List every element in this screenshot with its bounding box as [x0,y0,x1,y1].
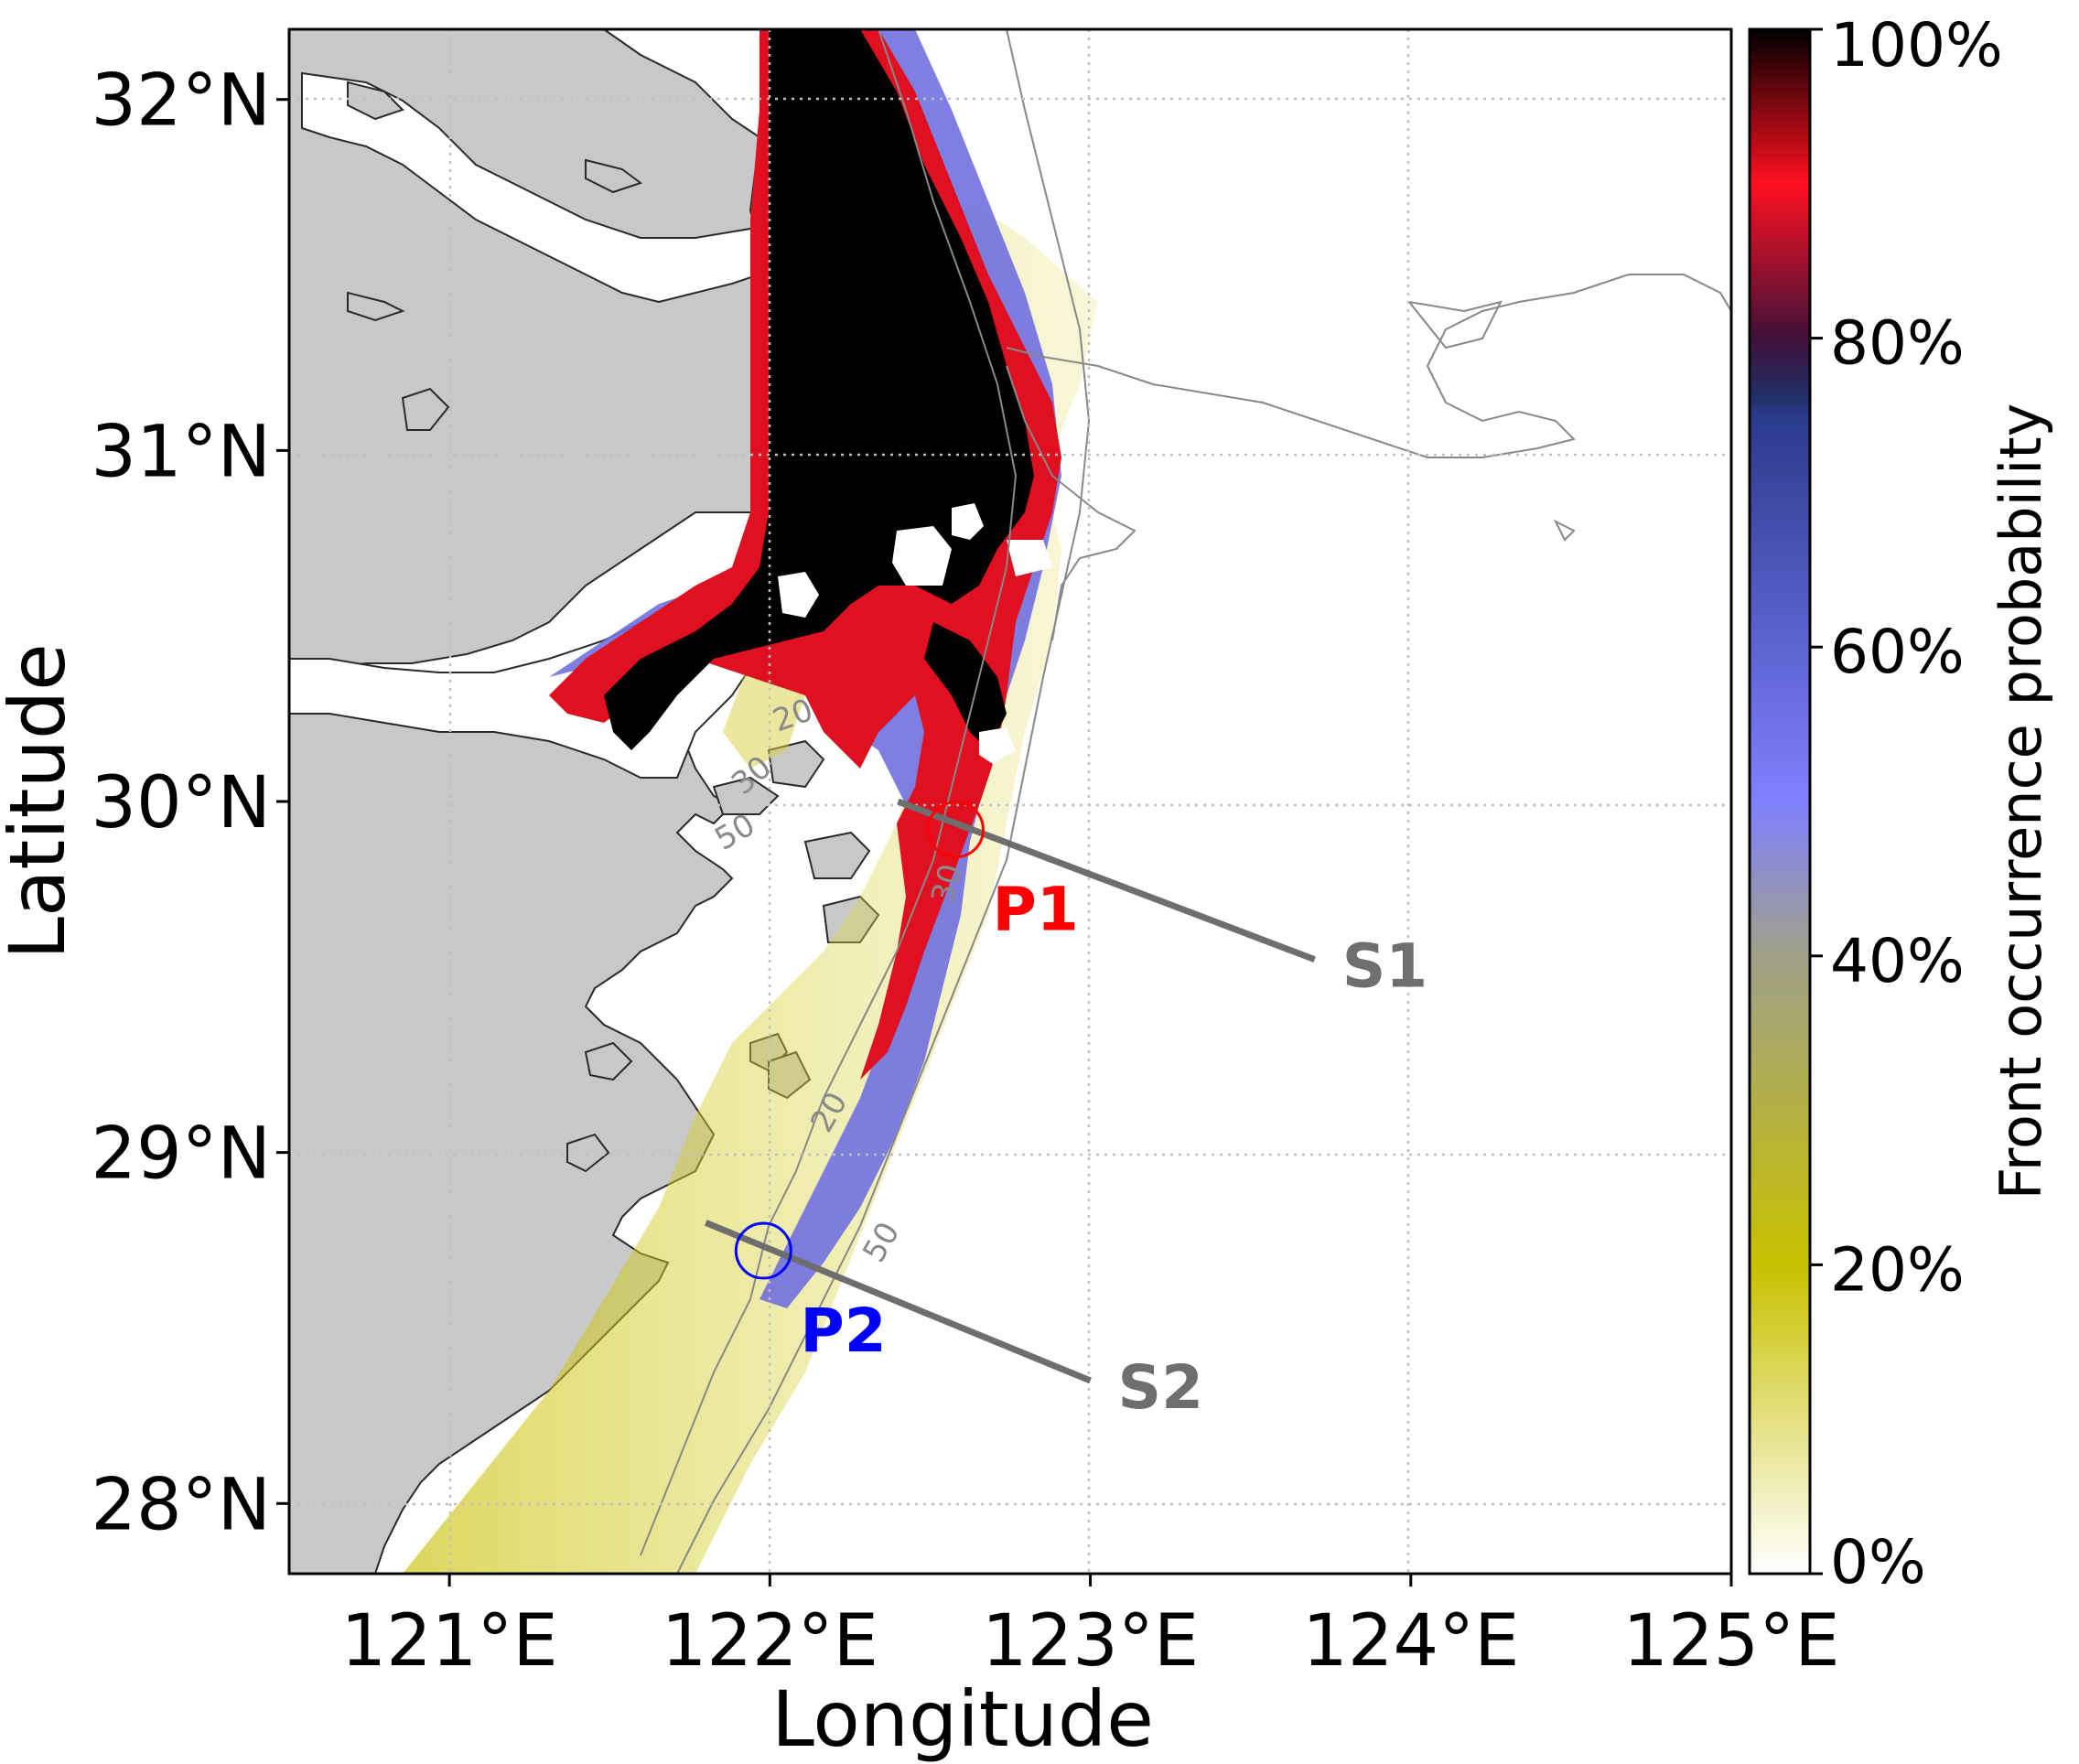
colorbar [1748,27,1812,1576]
masked-cells [778,503,1052,764]
section-line-s2 [704,1220,1092,1384]
y-axis: 28°N 29°N 30°N 31°N 32°N [91,60,289,1546]
grid-lines [289,29,1731,1574]
points-layer: P1 P2 [734,801,1079,1366]
x-tick-label: 121°E [341,1600,558,1683]
front-core-black-south [924,622,1007,750]
section-label-s2: S2 [1118,1352,1203,1423]
colorbar-tick-label: 80% [1830,308,1965,379]
x-tick-label: 122°E [662,1600,878,1683]
y-tick-label: 31°N [91,411,271,493]
x-axis: 121°E 122°E 123°E 124°E 125°E [341,1574,1840,1683]
x-tick-label: 123°E [982,1600,1199,1683]
isobaths [640,29,1731,1574]
colorbar-tick-label: 40% [1830,926,1965,996]
point-marker-p1 [926,801,985,859]
x-tick-label: 124°E [1302,1600,1519,1683]
colorbar-tick-label: 0% [1830,1527,1926,1597]
colorbar-tick-label: 60% [1830,617,1965,687]
sections-layer: S1 S2 [704,798,1427,1423]
point-label-p1: P1 [992,875,1078,945]
y-axis-label: Latitude [0,643,82,960]
section-line-s1 [897,798,1316,963]
yangtze-estuary [301,71,770,304]
y-tick-label: 29°N [91,1113,271,1196]
y-tick-label: 32°N [91,60,271,143]
x-axis-label: Longitude [771,1674,1154,1764]
point-label-p2: P2 [800,1296,886,1366]
colorbar-tick-label: 100% [1830,10,2003,81]
y-tick-label: 30°N [91,762,271,844]
colorbar-label: Front occurrence probability [1987,403,2054,1200]
x-tick-label: 125°E [1622,1600,1839,1683]
colorbar-ticks: 0% 20% 40% 60% 80% 100% [1810,10,2003,1597]
y-tick-label: 28°N [91,1464,271,1546]
section-label-s1: S1 [1342,931,1427,1002]
colorbar-tick-label: 20% [1830,1234,1965,1305]
point-marker-p2 [734,1221,792,1280]
